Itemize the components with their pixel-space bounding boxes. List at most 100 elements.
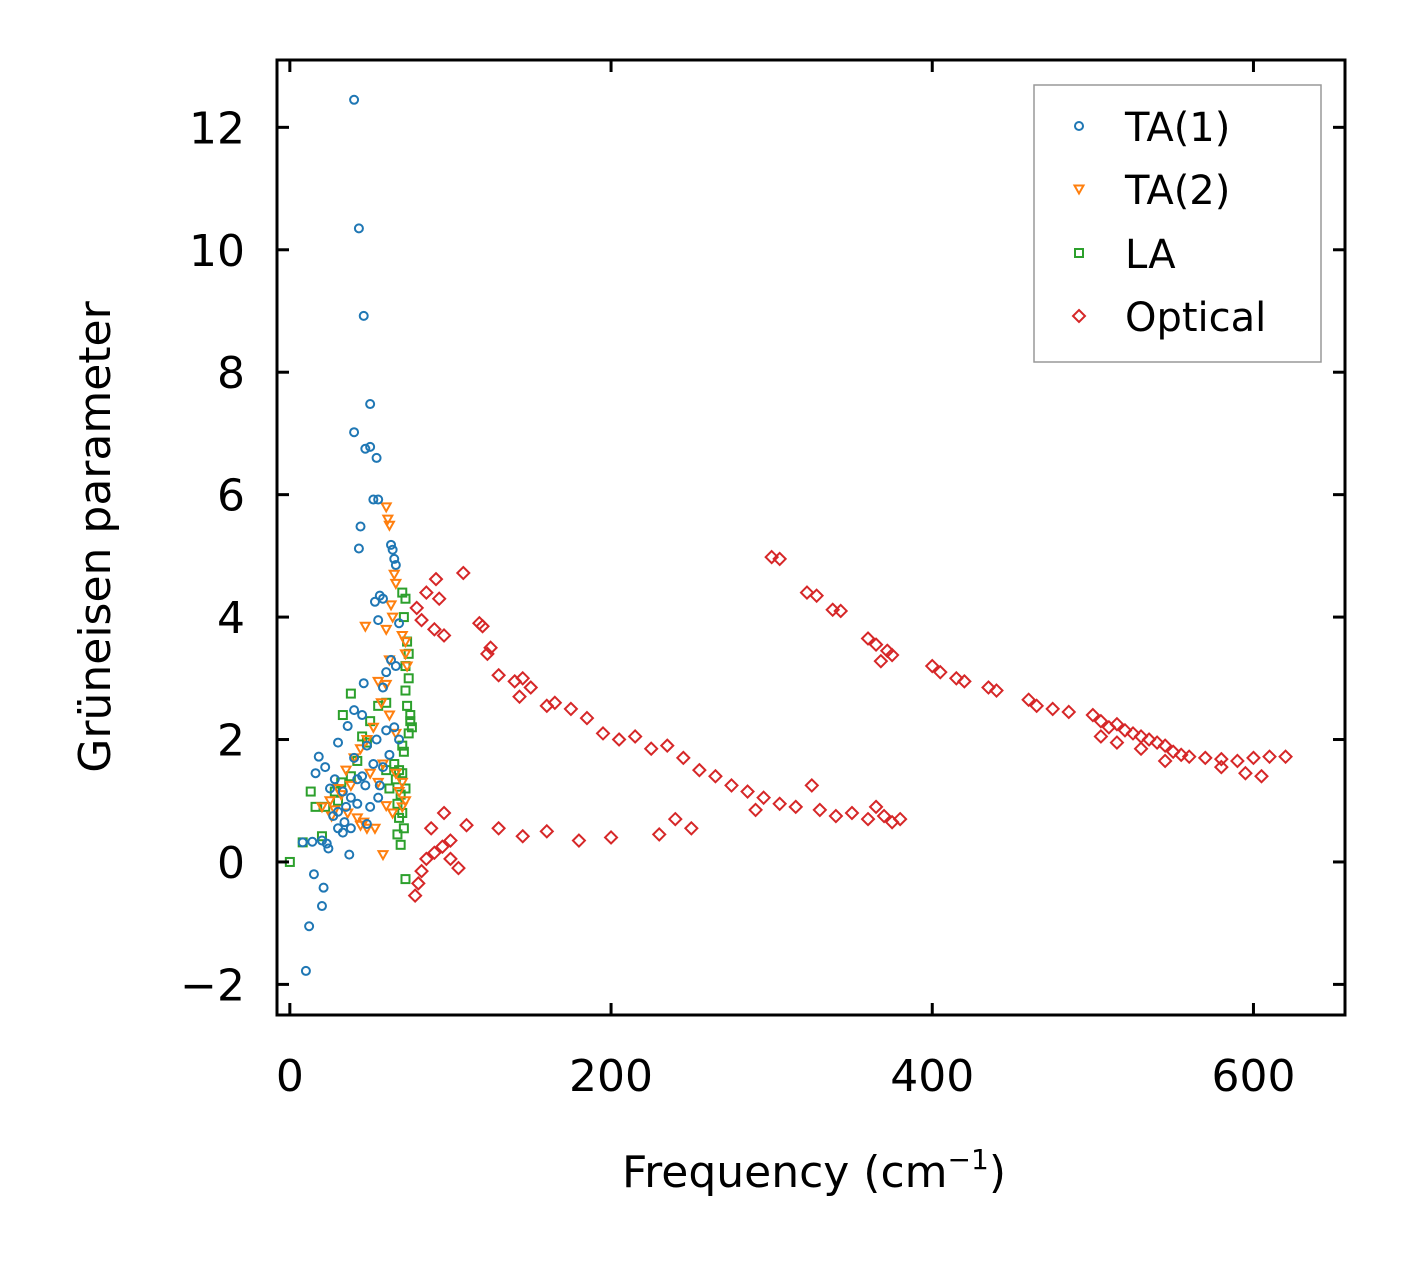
y-tick-label-0: 0 — [217, 838, 245, 889]
y-tick-label-12: 12 — [189, 103, 245, 154]
point-optical-99 — [1213, 751, 1229, 767]
point-ta2-27 — [328, 805, 342, 817]
point-la-9 — [405, 710, 416, 721]
legend-marker-optical — [1071, 308, 1087, 324]
point-ta1-70 — [352, 774, 363, 785]
point-optical-55 — [426, 845, 442, 861]
x-tick-label-0: 0 — [276, 1051, 304, 1102]
point-optical-80 — [989, 683, 1004, 698]
point-ta1-38 — [337, 786, 348, 797]
point-ta2-12 — [400, 661, 414, 673]
point-ta1-25 — [358, 678, 369, 689]
point-ta2-40 — [344, 780, 358, 792]
point-optical-14 — [515, 670, 531, 686]
point-optical-44 — [683, 820, 699, 836]
legend-label-optical: Optical — [1125, 295, 1266, 341]
point-optical-9 — [475, 618, 490, 634]
point-optical-98 — [1197, 750, 1213, 766]
point-ta2-19 — [367, 722, 380, 734]
point-optical-110 — [1093, 729, 1109, 744]
point-ta1-26 — [342, 721, 353, 732]
point-optical-107 — [1157, 753, 1173, 769]
point-ta2-34 — [396, 802, 409, 814]
point-optical-12 — [491, 667, 507, 683]
point-optical-59 — [407, 888, 423, 904]
point-ta2-47 — [396, 777, 409, 789]
point-ta1-55 — [365, 801, 376, 812]
point-ta1-30 — [389, 722, 400, 733]
point-ta2-35 — [392, 787, 406, 799]
point-ta1-20 — [394, 618, 405, 629]
point-ta2-3 — [388, 569, 401, 581]
point-ta2-5 — [384, 600, 398, 612]
point-ta1-65 — [318, 882, 329, 893]
y-tick-label-2: 2 — [217, 716, 245, 767]
point-optical-10 — [483, 640, 499, 656]
legend-label-ta2: TA(2) — [1124, 168, 1230, 214]
point-ta2-33 — [386, 808, 399, 820]
y-tick-label-4: 4 — [217, 593, 245, 644]
point-optical-77 — [948, 670, 964, 686]
point-optical-71 — [868, 637, 884, 653]
point-la-27 — [345, 688, 356, 699]
point-optical-5 — [414, 612, 429, 628]
point-ta1-39 — [345, 792, 356, 803]
point-ta2-8 — [359, 621, 372, 633]
point-optical-93 — [1149, 735, 1165, 750]
x-tick-label-400: 400 — [890, 1051, 974, 1102]
point-optical-34 — [804, 778, 820, 793]
point-ta2-14 — [379, 679, 393, 691]
point-optical-39 — [868, 799, 884, 815]
point-ta2-16 — [375, 698, 388, 710]
y-tick-label-10: 10 — [189, 226, 245, 277]
point-ta1-23 — [390, 661, 401, 672]
point-la-10 — [405, 716, 416, 727]
point-optical-105 — [1238, 765, 1253, 781]
legend-label-la: LA — [1125, 232, 1176, 278]
point-la-7 — [400, 685, 411, 696]
point-optical-45 — [667, 811, 683, 827]
point-ta1-24 — [377, 682, 388, 693]
point-ta1-58 — [368, 759, 379, 770]
point-ta1-12 — [386, 539, 397, 550]
point-ta1-34 — [320, 762, 331, 773]
point-optical-40 — [876, 808, 892, 824]
point-optical-84 — [1061, 704, 1077, 720]
point-optical-38 — [860, 811, 876, 827]
point-optical-7 — [436, 628, 452, 643]
point-optical-26 — [675, 750, 691, 766]
point-optical-57 — [414, 863, 429, 879]
point-optical-109 — [1109, 735, 1125, 750]
point-optical-1 — [428, 571, 444, 587]
point-optical-90 — [1125, 725, 1141, 741]
point-ta2-18 — [389, 728, 403, 740]
point-optical-47 — [603, 830, 619, 845]
point-optical-30 — [740, 784, 755, 799]
point-ta1-1 — [353, 223, 364, 234]
point-optical-2 — [418, 585, 434, 601]
point-optical-81 — [1021, 692, 1037, 708]
point-ta1-28 — [357, 710, 368, 721]
point-optical-54 — [435, 839, 450, 855]
point-ta1-27 — [349, 705, 360, 716]
point-la-33 — [361, 737, 372, 748]
point-ta1-7 — [371, 452, 382, 463]
point-optical-16 — [512, 689, 527, 705]
point-optical-86 — [1093, 713, 1109, 729]
point-ta1-8 — [368, 494, 379, 505]
point-ta1-47 — [337, 827, 348, 838]
point-optical-3 — [431, 591, 447, 607]
y-tick-label-8: 8 — [217, 348, 245, 399]
legend-marker-ta1 — [1074, 121, 1084, 131]
point-optical-76 — [932, 664, 948, 680]
point-optical-18 — [547, 695, 563, 711]
point-optical-66 — [799, 585, 815, 601]
point-optical-24 — [643, 741, 659, 757]
point-optical-25 — [659, 738, 675, 754]
point-ta2-43 — [376, 850, 390, 862]
point-optical-53 — [443, 833, 458, 848]
point-ta2-26 — [315, 802, 329, 814]
point-ta1-56 — [373, 792, 384, 803]
x-tick-label-600: 600 — [1211, 1051, 1295, 1102]
